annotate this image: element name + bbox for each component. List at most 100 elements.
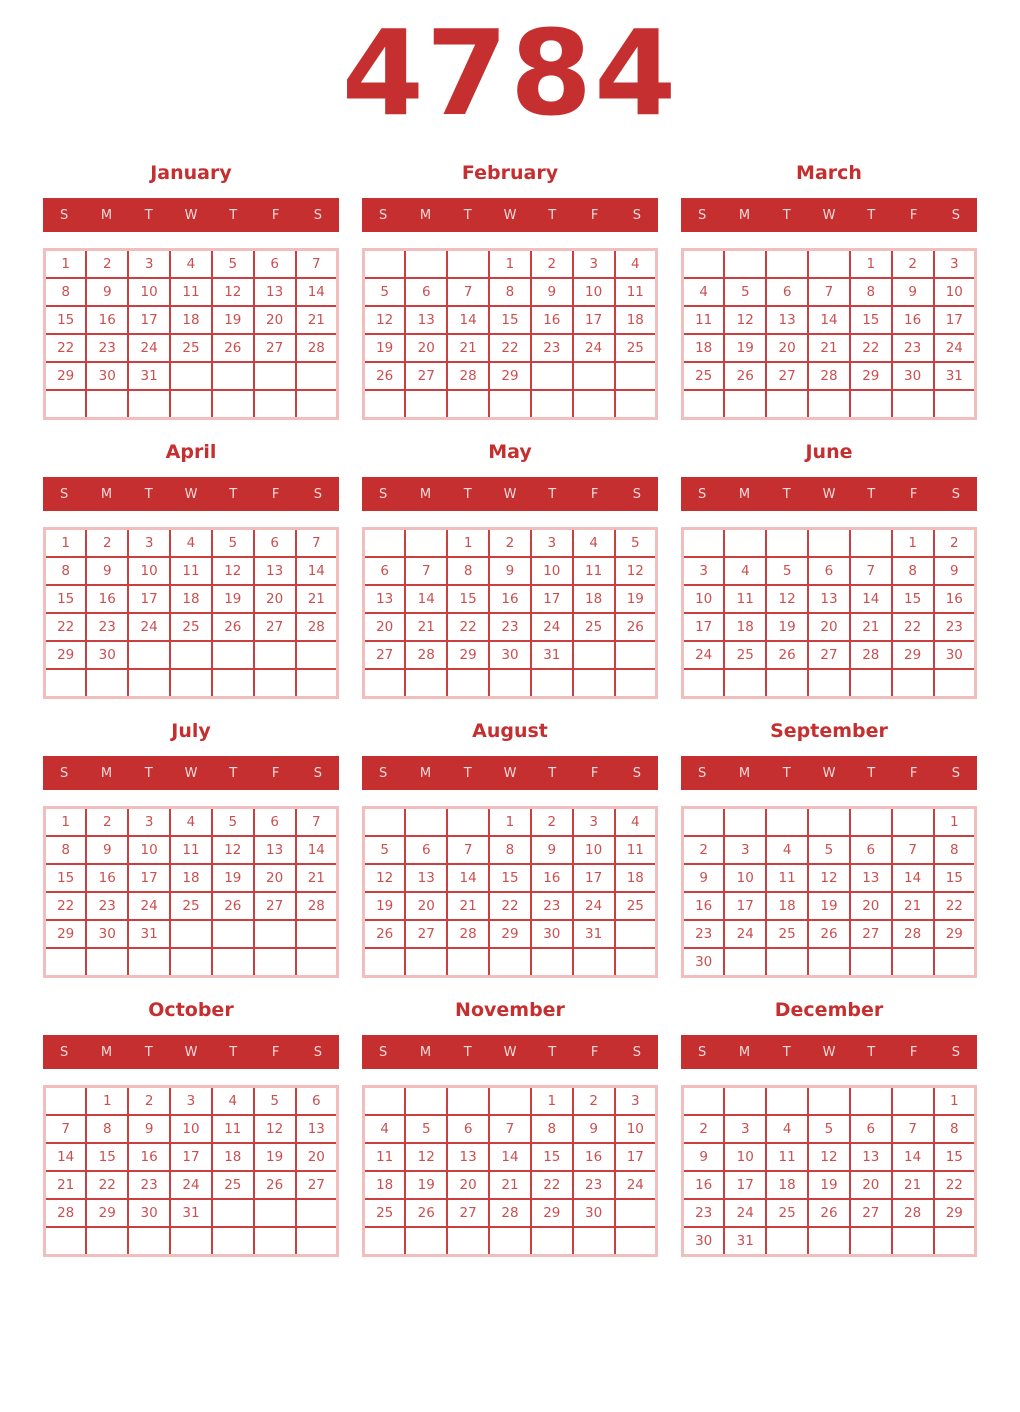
week-row: 7 8 9 10 11 12 13 [43,1114,339,1144]
weekday-label: T [144,486,153,502]
empty-day-cell [890,947,935,978]
day-cell: 26 [210,333,255,363]
day-cell: 17 [681,612,726,642]
weekday-label: S [632,1044,641,1060]
day-cell: 9 [890,277,935,307]
empty-day-cell [613,919,658,949]
day-cell: 26 [210,612,255,642]
week-row: 17 18 19 20 21 22 23 [681,612,977,642]
week-row: 26 27 28 29 30 31 [362,919,658,949]
day-cell: 22 [488,891,532,921]
week-row [362,1226,658,1257]
day-cell: 28 [848,640,893,670]
weekday-label: S [60,486,69,502]
day-cell: 25 [613,891,658,921]
day-cell: 22 [85,1170,130,1200]
day-cell: 7 [446,277,491,307]
empty-day-cell [362,389,407,420]
day-cell: 2 [85,806,130,837]
empty-day-cell [765,947,810,978]
day-cell: 6 [362,556,407,586]
day-cell: 27 [446,1198,491,1228]
empty-day-cell [127,1226,172,1257]
day-cell: 28 [43,1198,88,1228]
weekday-label: S [698,765,707,781]
day-cell: 3 [571,248,616,279]
day-cell: 19 [723,333,768,363]
week-row [43,389,339,420]
day-cell: 10 [571,835,616,865]
day-cell: 24 [529,612,574,642]
week-row: 27 28 29 30 31 [362,640,658,670]
day-cell: 3 [723,1114,768,1144]
empty-day-cell [169,640,213,670]
day-cell: 23 [681,1198,726,1228]
month-title: December [774,999,884,1021]
day-cell: 28 [294,612,339,642]
week-row: 29 30 [43,640,339,670]
day-cell: 6 [765,277,810,307]
day-cell: 29 [43,361,88,391]
day-cell: 13 [252,835,297,865]
day-cell: 18 [613,863,658,893]
day-cell: 6 [848,1114,893,1144]
day-cell: 24 [127,612,172,642]
empty-day-cell [294,919,339,949]
day-cell: 4 [169,527,213,558]
empty-day-cell [613,1198,658,1228]
day-cell: 16 [85,863,130,893]
weekday-label: S [632,207,641,223]
day-cell: 19 [252,1142,297,1172]
day-cell: 17 [723,1170,768,1200]
empty-day-cell [404,1085,449,1116]
empty-day-cell [681,668,726,699]
empty-day-cell [362,1085,407,1116]
week-row: 25 26 27 28 29 30 31 [681,361,977,391]
day-cell: 19 [613,584,658,614]
empty-day-cell [529,361,574,391]
empty-day-cell [446,1226,491,1257]
day-cell: 30 [529,919,574,949]
empty-day-cell [807,527,851,558]
day-cell: 15 [43,584,88,614]
empty-day-cell [169,668,213,699]
day-cell: 6 [807,556,851,586]
empty-day-cell [85,389,130,420]
day-cell: 5 [613,527,658,558]
day-cell: 24 [169,1170,213,1200]
weekday-label: M [419,486,432,502]
week-row: 8 9 10 11 12 13 14 [43,556,339,586]
empty-day-cell [362,527,407,558]
day-cell: 12 [807,1142,851,1172]
empty-day-cell [127,947,172,978]
empty-day-cell [294,361,339,391]
day-cell: 6 [252,806,297,837]
weekday-label: T [782,207,791,223]
day-cell: 10 [127,835,172,865]
day-cell: 17 [529,584,574,614]
day-cell: 18 [681,333,726,363]
day-cell: 12 [362,305,407,335]
day-cell: 12 [404,1142,449,1172]
week-row: 11 12 13 14 15 16 17 [362,1142,658,1172]
weekday-label: M [100,1044,113,1060]
empty-day-cell [807,1226,851,1257]
empty-day-cell [43,1226,88,1257]
day-cell: 11 [169,835,213,865]
empty-day-cell [807,668,851,699]
week-row: 18 19 20 21 22 23 24 [681,333,977,363]
empty-day-cell [932,1226,977,1257]
week-row: 18 19 20 21 22 23 24 [362,1170,658,1200]
empty-day-cell [723,527,768,558]
day-cell: 13 [446,1142,491,1172]
empty-day-cell [488,668,532,699]
day-cell: 14 [446,305,491,335]
day-cell: 2 [932,527,977,558]
weekday-label: S [60,207,69,223]
empty-day-cell [362,668,407,699]
